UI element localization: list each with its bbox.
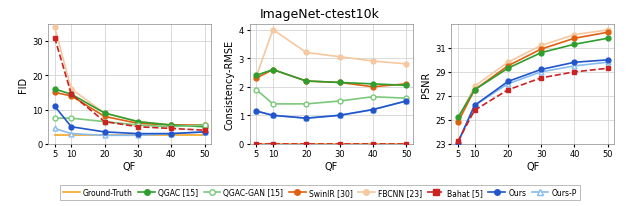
X-axis label: QF: QF	[123, 162, 136, 171]
Y-axis label: FID: FID	[18, 76, 28, 92]
Text: ImageNet-ctest10k: ImageNet-ctest10k	[260, 8, 380, 21]
X-axis label: QF: QF	[324, 162, 338, 171]
Legend: Ground-Truth, QGAC [15], QGAC-GAN [15], SwinIR [30], FBCNN [23], Bahat [5], Ours: Ground-Truth, QGAC [15], QGAC-GAN [15], …	[60, 185, 580, 200]
Y-axis label: Consistency-RMSE: Consistency-RMSE	[225, 40, 234, 129]
Y-axis label: PSNR: PSNR	[421, 71, 431, 98]
X-axis label: QF: QF	[526, 162, 540, 171]
